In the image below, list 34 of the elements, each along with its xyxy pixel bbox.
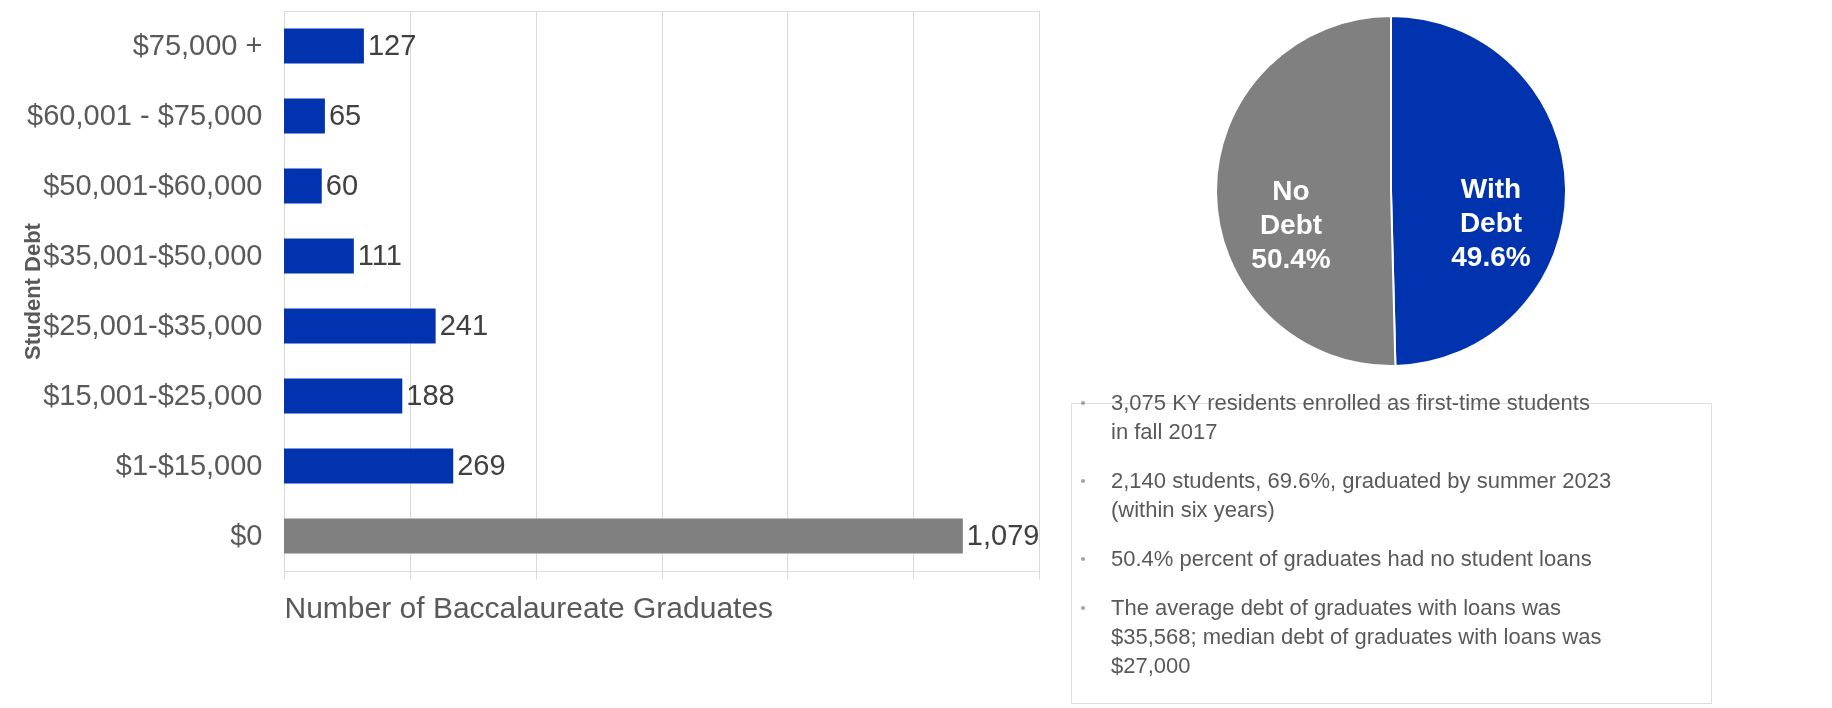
y-tick-label: $25,001-$35,000 bbox=[43, 309, 263, 341]
y-tick-label: $60,001 - $75,000 bbox=[27, 99, 263, 131]
y-axis-title: Student Debt bbox=[19, 222, 45, 360]
bar bbox=[284, 168, 322, 204]
bar bbox=[284, 378, 403, 414]
data-label: 111 bbox=[357, 239, 402, 271]
data-label: 241 bbox=[439, 309, 489, 341]
text: 2,140 students, 69.6%, graduated by summer 2023 (within six years) bbox=[1111, 468, 1612, 522]
slice-label: No Debt bbox=[1259, 175, 1323, 241]
bar bbox=[284, 238, 354, 274]
data-label: 188 bbox=[406, 379, 455, 411]
data-label: 269 bbox=[457, 449, 506, 481]
slice-label: With Debt bbox=[1459, 172, 1523, 238]
data-label: 50.4% bbox=[1251, 243, 1331, 275]
bar bbox=[284, 98, 325, 134]
y-tick-label: $15,001-$25,000 bbox=[43, 379, 263, 411]
data-label: 127 bbox=[367, 29, 417, 61]
y-tick-label: $35,001-$50,000 bbox=[43, 239, 263, 271]
bar bbox=[284, 518, 963, 554]
y-tick-label: $75,000 + bbox=[132, 29, 263, 61]
data-label: 60 bbox=[325, 169, 359, 201]
bar bbox=[284, 448, 454, 484]
data-label: 49.6% bbox=[1451, 240, 1531, 272]
text: 50.4% percent of graduates had no student loans bbox=[1111, 546, 1592, 571]
bar bbox=[284, 28, 364, 64]
x-axis-title: Number of Baccalaureate Graduates bbox=[284, 591, 774, 624]
data-label: 1,079 bbox=[966, 519, 1040, 551]
text: The average debt of graduates with loans was $35,568; median debt of graduates with loans was $27,000 bbox=[1111, 595, 1602, 678]
text: 3,075 KY residents enrolled as first-time students in fall 2017 bbox=[1111, 390, 1590, 444]
data-label: 65 bbox=[328, 99, 362, 131]
y-tick-label: $1-$15,000 bbox=[115, 449, 263, 481]
bar bbox=[284, 308, 436, 344]
y-tick-label: $0 bbox=[230, 519, 263, 551]
y-tick-label: $50,001-$60,000 bbox=[43, 169, 263, 201]
